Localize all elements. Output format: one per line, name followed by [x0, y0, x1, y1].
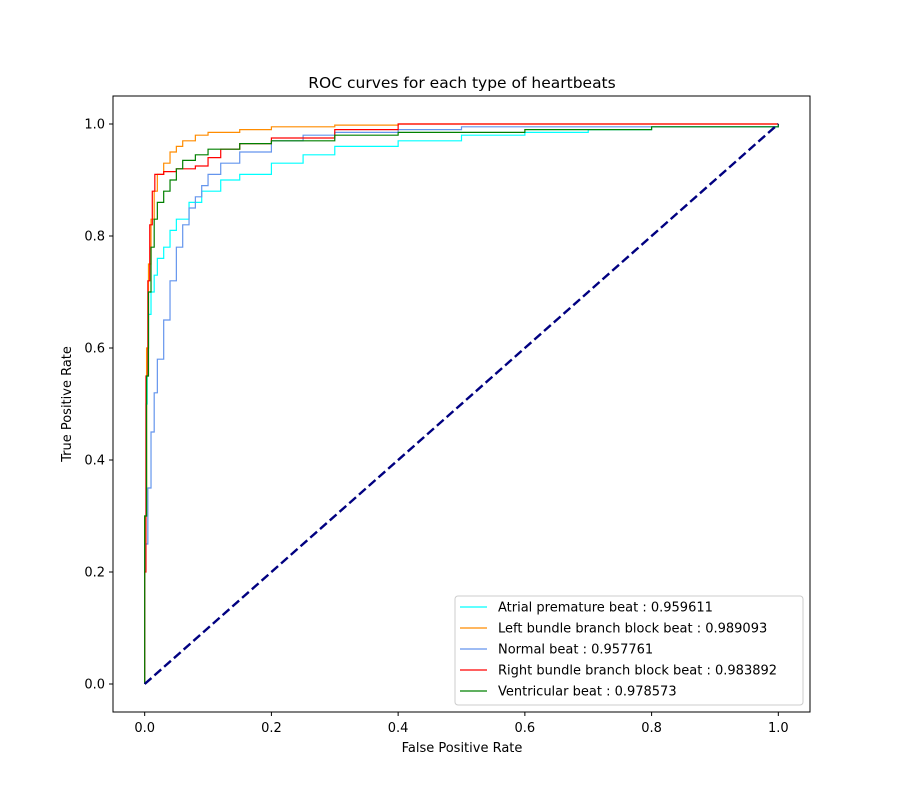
chart-title: ROC curves for each type of heartbeats — [308, 74, 615, 92]
axes-frame — [112, 95, 811, 713]
x-tick-label: 1.0 — [768, 721, 789, 736]
y-tick-label: 0.2 — [84, 566, 105, 581]
x-tick-label: 0.2 — [261, 721, 282, 736]
y-tick-label: 0.0 — [84, 678, 105, 693]
y-tick-label: 0.6 — [84, 342, 105, 357]
y-tick-label: 0.8 — [84, 230, 105, 245]
y-axis-label: True Positive Rate — [60, 346, 75, 463]
x-axis-label: False Positive Rate — [402, 741, 523, 756]
plot-area: 0.0 0.2 0.4 0.6 0.8 1.0 0.0 0.2 0.4 0.6 0.8 1.0 — [84, 95, 811, 736]
x-tick-label: 0.6 — [515, 721, 536, 736]
legend-label-normal-beat: Normal beat : 0.957761 — [498, 643, 653, 658]
y-tick-label: 1.0 — [84, 118, 105, 133]
legend-box — [454, 595, 804, 706]
x-tick-label: 0.8 — [641, 721, 662, 736]
legend-label-atrial-premature-beat: Atrial premature beat : 0.959611 — [498, 601, 713, 616]
roc-curve-ventricular-beat — [144, 124, 779, 684]
series-lines — [143, 123, 780, 685]
legend-label-left-bundle-branch-block-beat: Left bundle branch block beat : 0.989093 — [498, 622, 767, 637]
legend: Atrial premature beat : 0.959611 Left bun… — [454, 595, 804, 706]
y-tick-label: 0.4 — [84, 454, 105, 469]
x-tick-label: 0.0 — [134, 721, 155, 736]
x-tick-label: 0.4 — [388, 721, 409, 736]
legend-label-ventricular-beat: Ventricular beat : 0.978573 — [498, 685, 677, 700]
chance-diagonal-line — [143, 123, 780, 685]
legend-label-right-bundle-branch-block-beat: Right bundle branch block beat : 0.98389… — [498, 664, 777, 679]
